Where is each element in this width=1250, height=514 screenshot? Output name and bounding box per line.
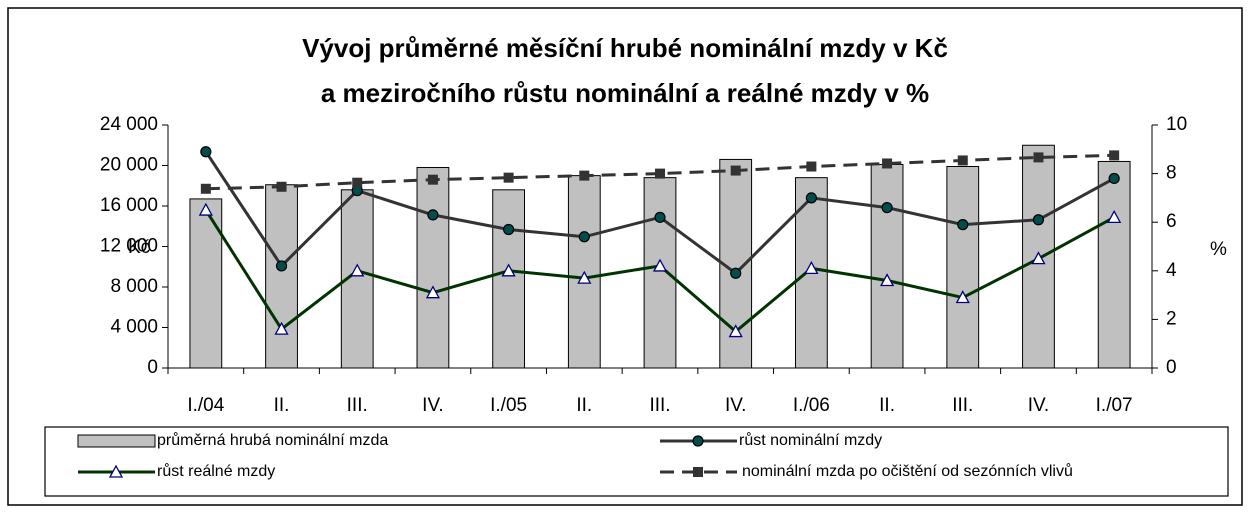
chart-title: Vývoj průměrné měsíční hrubé nominální m…	[302, 33, 948, 63]
marker	[1031, 251, 1046, 265]
marker	[427, 174, 438, 185]
bar	[1097, 160, 1131, 369]
y-tick-label: 0	[147, 357, 158, 378]
marker	[957, 155, 968, 166]
marker	[805, 192, 817, 204]
legend-label: růst nominální mzdy	[739, 431, 882, 449]
y-tick-label: 4 000	[110, 317, 158, 338]
marker	[804, 261, 819, 275]
marker	[352, 177, 363, 188]
x-tick-label: II.	[274, 395, 290, 416]
marker	[200, 183, 211, 194]
x-tick-label: IV.	[1028, 395, 1050, 416]
legend-marker	[692, 435, 704, 447]
y2-tick-label: 2	[1166, 308, 1177, 329]
marker	[427, 209, 439, 221]
marker	[730, 165, 741, 176]
y2-tick-label: 4	[1166, 260, 1177, 281]
y2-tick-label: 10	[1166, 114, 1187, 135]
marker	[654, 211, 666, 223]
marker	[200, 146, 212, 158]
y-axis-label: Kč	[128, 237, 150, 258]
legend-marker	[693, 467, 703, 477]
marker	[728, 324, 743, 338]
marker	[730, 267, 742, 279]
marker	[275, 260, 288, 272]
marker	[655, 168, 665, 179]
y-tick-label: 8 000	[110, 276, 158, 297]
y-tick-label: 12 000	[100, 236, 158, 257]
marker	[350, 263, 365, 277]
marker	[1033, 152, 1044, 163]
marker	[503, 223, 515, 236]
bar	[643, 177, 677, 369]
marker	[882, 158, 893, 169]
marker	[955, 290, 970, 304]
x-tick-label: I./05	[490, 395, 527, 416]
legend-marker	[108, 464, 124, 478]
x-tick-label: I./06	[793, 395, 830, 416]
marker	[274, 321, 289, 335]
bar	[492, 189, 526, 369]
marker	[957, 219, 969, 231]
marker	[503, 172, 514, 183]
x-tick-label: III.	[649, 395, 670, 416]
bar	[416, 167, 450, 369]
x-tick-label: II.	[879, 395, 895, 416]
legend-swatch	[77, 434, 156, 448]
marker	[1109, 150, 1120, 161]
marker	[501, 263, 516, 277]
bar	[265, 184, 298, 369]
y2-axis-label: %	[1210, 239, 1227, 260]
legend-label: růst reálné mzdy	[157, 462, 275, 480]
marker	[578, 231, 590, 243]
marker	[1108, 172, 1120, 185]
marker	[425, 285, 441, 299]
x-tick-label: III.	[347, 395, 368, 416]
y2-tick-label: 0	[1166, 357, 1177, 378]
marker	[1032, 214, 1045, 226]
legend-label: nominální mzda po očištění od sezónních …	[742, 462, 1073, 480]
marker	[652, 258, 668, 272]
marker	[1107, 209, 1122, 223]
x-tick-label: III.	[952, 395, 973, 416]
marker	[579, 170, 590, 181]
x-tick-label: II.	[576, 395, 592, 416]
x-tick-label: I./04	[187, 395, 224, 416]
y2-tick-label: 6	[1166, 211, 1177, 232]
x-tick-label: IV.	[725, 395, 747, 416]
marker	[577, 270, 592, 284]
bar	[870, 163, 904, 369]
x-tick-label: I./07	[1096, 395, 1133, 416]
chart-title: a meziročního růstu nominální a reálné m…	[321, 78, 929, 108]
bar	[189, 198, 223, 369]
y-tick-label: 20 000	[100, 155, 158, 176]
bar	[946, 166, 980, 369]
marker	[881, 202, 893, 214]
legend-label: průměrná hrubá nominální mzda	[157, 431, 388, 449]
y2-tick-label: 8	[1166, 163, 1177, 184]
y-tick-label: 24 000	[100, 114, 158, 135]
legend	[44, 426, 1229, 497]
marker	[806, 161, 817, 172]
marker	[276, 181, 287, 192]
x-tick-label: IV.	[422, 395, 444, 416]
y-tick-label: 16 000	[100, 195, 158, 216]
marker	[198, 202, 213, 216]
marker	[879, 273, 895, 287]
